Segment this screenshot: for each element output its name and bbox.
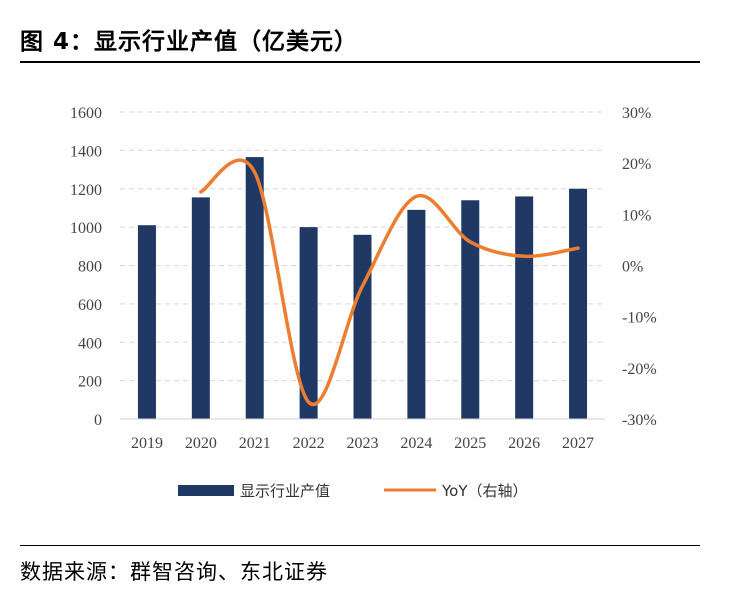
bar-2021 [245, 157, 264, 419]
legend-swatch-bar [178, 485, 234, 496]
x-tick-label: 2024 [400, 435, 432, 452]
left-tick-label: 1000 [70, 220, 102, 237]
axes: 0 200 400 600 800 1000 1200 1400 1600 -30% -20% -10… [70, 105, 657, 452]
chart: 0 200 400 600 800 1000 1200 1400 1600 -30% -20% -10… [70, 105, 657, 500]
line-series [199, 158, 580, 407]
right-tick-label: 0% [622, 259, 643, 276]
right-tick-label: -10% [622, 310, 657, 327]
bar-2026 [515, 196, 534, 419]
legend: 显示行业产值 YoY（右轴） [178, 482, 528, 500]
source-rule [20, 545, 700, 546]
bar-2022 [299, 227, 318, 419]
x-tick-label: 2021 [239, 435, 271, 452]
x-tick-label: 2025 [454, 435, 486, 452]
bar-2027 [569, 188, 588, 419]
figure-title: 图 4：显示行业产值（亿美元） [20, 29, 359, 55]
x-tick-label: 2020 [185, 435, 217, 452]
yoy-line [199, 158, 580, 407]
right-tick-label: 20% [622, 156, 651, 173]
right-tick-label: 30% [622, 105, 651, 122]
title-rule [20, 61, 700, 63]
left-tick-label: 0 [94, 412, 102, 429]
bar-2020 [191, 197, 210, 419]
right-tick-label: -20% [622, 361, 657, 378]
right-tick-label: -30% [622, 412, 657, 429]
legend-label-line: YoY（右轴） [441, 482, 528, 500]
right-tick-label: 10% [622, 207, 651, 224]
legend-label-bar: 显示行业产值 [240, 482, 330, 500]
left-tick-label: 1200 [70, 182, 102, 199]
bar-2023 [353, 234, 372, 419]
left-tick-label: 1600 [70, 105, 102, 122]
x-tick-label: 2023 [347, 435, 379, 452]
bar-2024 [407, 209, 426, 419]
x-tick-label: 2019 [131, 435, 163, 452]
bar-2019 [137, 225, 156, 419]
x-tick-label: 2022 [293, 435, 325, 452]
left-tick-label: 200 [78, 374, 102, 391]
left-tick-label: 600 [78, 297, 102, 314]
left-tick-label: 1400 [70, 143, 102, 160]
data-source: 数据来源：群智咨询、东北证券 [20, 560, 328, 584]
x-tick-label: 2026 [508, 435, 540, 452]
left-tick-label: 800 [78, 259, 102, 276]
bar-2025 [461, 200, 480, 419]
bar-series [137, 157, 588, 419]
left-tick-label: 400 [78, 335, 102, 352]
x-tick-label: 2027 [562, 435, 594, 452]
